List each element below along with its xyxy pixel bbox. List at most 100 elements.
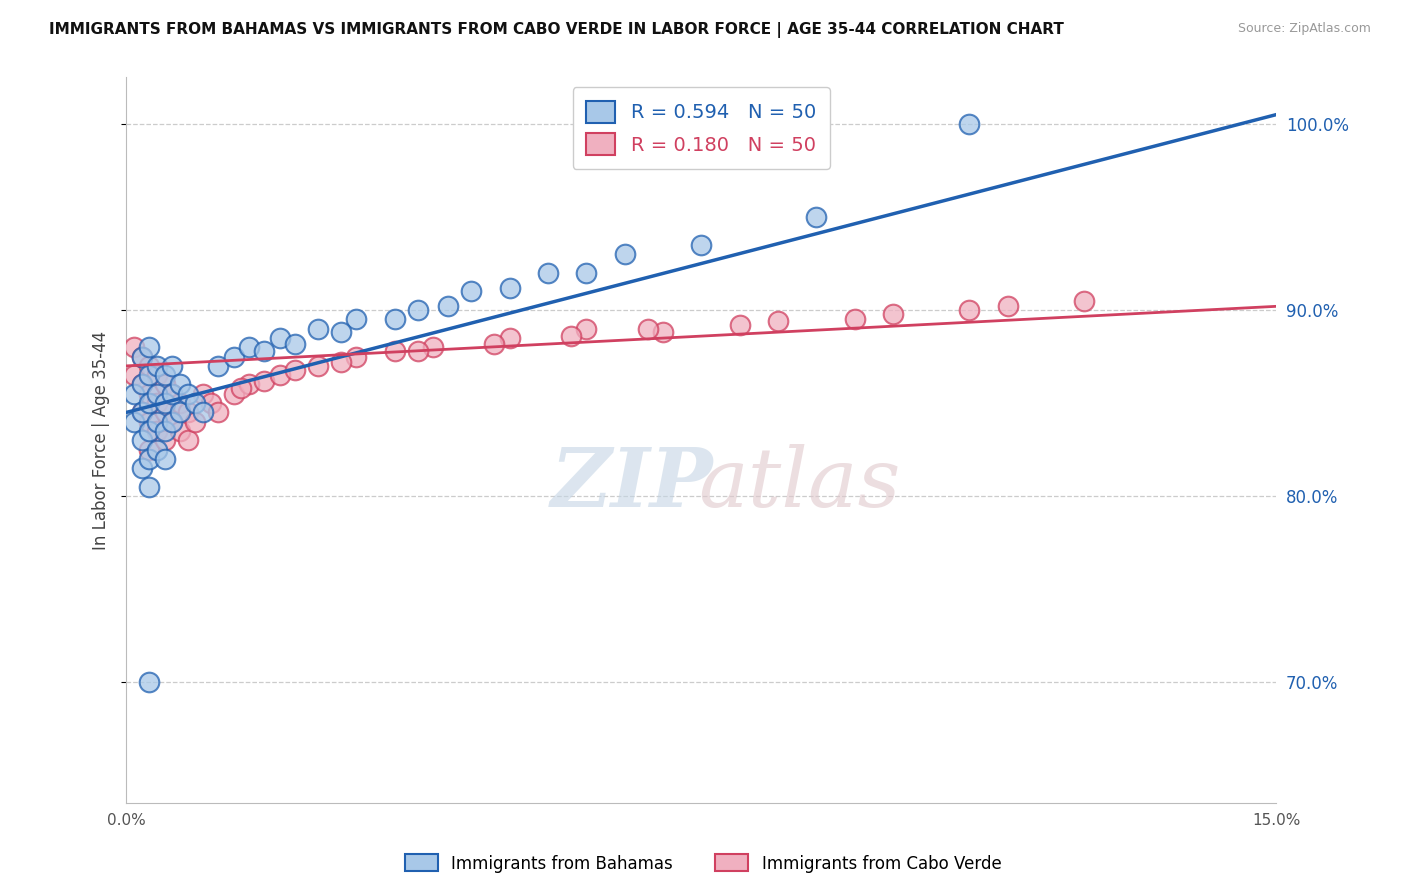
Point <box>146 386 169 401</box>
Point <box>131 434 153 448</box>
Point <box>575 266 598 280</box>
Point <box>153 434 176 448</box>
Point <box>138 368 160 383</box>
Point <box>804 210 827 224</box>
Point <box>169 396 191 410</box>
Point <box>169 424 191 438</box>
Point <box>690 238 713 252</box>
Point <box>231 381 253 395</box>
Point <box>176 434 198 448</box>
Point <box>437 299 460 313</box>
Point <box>162 386 184 401</box>
Point <box>176 386 198 401</box>
Point <box>146 359 169 373</box>
Point <box>269 331 291 345</box>
Text: atlas: atlas <box>697 444 900 524</box>
Point <box>307 321 329 335</box>
Point <box>207 405 229 419</box>
Y-axis label: In Labor Force | Age 35-44: In Labor Force | Age 35-44 <box>93 331 110 549</box>
Point <box>138 452 160 467</box>
Point <box>153 377 176 392</box>
Point <box>844 312 866 326</box>
Point <box>200 396 222 410</box>
Point <box>651 326 673 340</box>
Point <box>484 336 506 351</box>
Point <box>122 340 145 354</box>
Point <box>153 452 176 467</box>
Point <box>384 344 406 359</box>
Point <box>176 405 198 419</box>
Text: ZIP: ZIP <box>551 444 713 524</box>
Point <box>222 386 245 401</box>
Point <box>284 362 307 376</box>
Point <box>138 396 160 410</box>
Point <box>344 350 367 364</box>
Point <box>184 415 207 429</box>
Point <box>613 247 636 261</box>
Point <box>162 415 184 429</box>
Point <box>422 340 444 354</box>
Point <box>238 377 260 392</box>
Point <box>191 386 214 401</box>
Point <box>138 340 160 354</box>
Point <box>138 415 160 429</box>
Point <box>238 340 260 354</box>
Point <box>882 307 904 321</box>
Point <box>406 344 429 359</box>
Point <box>131 377 153 392</box>
Point <box>146 424 169 438</box>
Point <box>269 368 291 383</box>
Point <box>131 350 153 364</box>
Point <box>307 359 329 373</box>
Point <box>153 405 176 419</box>
Point <box>1073 293 1095 308</box>
Point <box>222 350 245 364</box>
Point <box>146 368 169 383</box>
Point <box>138 442 160 457</box>
Point <box>131 377 153 392</box>
Point <box>959 303 981 318</box>
Point <box>207 359 229 373</box>
Point <box>138 424 160 438</box>
Text: Source: ZipAtlas.com: Source: ZipAtlas.com <box>1237 22 1371 36</box>
Point <box>131 405 153 419</box>
Point <box>560 329 582 343</box>
Point <box>384 312 406 326</box>
Point <box>329 326 352 340</box>
Point <box>575 321 598 335</box>
Point <box>169 377 191 392</box>
Point <box>169 405 191 419</box>
Point <box>406 303 429 318</box>
Point <box>146 396 169 410</box>
Legend: Immigrants from Bahamas, Immigrants from Cabo Verde: Immigrants from Bahamas, Immigrants from… <box>398 847 1008 880</box>
Point <box>153 396 176 410</box>
Point <box>284 336 307 351</box>
Point <box>162 386 184 401</box>
Point <box>498 281 520 295</box>
Point <box>138 386 160 401</box>
Point <box>131 350 153 364</box>
Point <box>253 374 276 388</box>
Point <box>122 415 145 429</box>
Point <box>344 312 367 326</box>
Point <box>184 396 207 410</box>
Point <box>131 405 153 419</box>
Point <box>146 442 169 457</box>
Point <box>162 415 184 429</box>
Point <box>191 405 214 419</box>
Point <box>766 314 789 328</box>
Point <box>146 415 169 429</box>
Point <box>498 331 520 345</box>
Point <box>253 344 276 359</box>
Point <box>728 318 751 332</box>
Point <box>138 675 160 690</box>
Text: IMMIGRANTS FROM BAHAMAS VS IMMIGRANTS FROM CABO VERDE IN LABOR FORCE | AGE 35-44: IMMIGRANTS FROM BAHAMAS VS IMMIGRANTS FR… <box>49 22 1064 38</box>
Point <box>153 368 176 383</box>
Point <box>997 299 1019 313</box>
Point <box>122 368 145 383</box>
Point <box>162 359 184 373</box>
Point <box>537 266 560 280</box>
Point <box>138 480 160 494</box>
Point <box>131 461 153 475</box>
Point <box>637 321 659 335</box>
